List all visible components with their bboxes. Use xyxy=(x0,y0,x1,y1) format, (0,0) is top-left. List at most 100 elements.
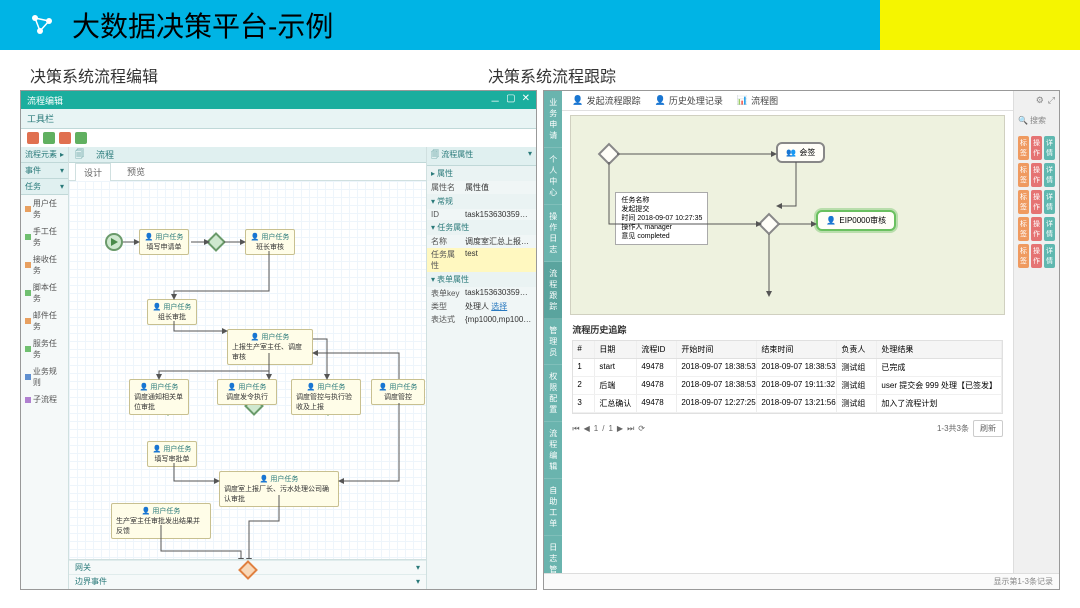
bottom-section-1[interactable]: 网关 xyxy=(75,562,91,573)
flow-node[interactable]: 👤用户任务调度通知相关单位审批 xyxy=(129,379,189,415)
flow-node[interactable]: 👤用户任务调度管控与执行验收及上报 xyxy=(291,379,361,415)
flow-node[interactable]: 👤用户任务组长审批 xyxy=(147,299,197,325)
table-row[interactable]: 1start494782018-09-07 18:38:532018-09-07… xyxy=(573,359,1002,377)
tool-icon-2[interactable] xyxy=(43,132,55,144)
flow-node[interactable]: 👤用户任务填写申请单 xyxy=(139,229,189,255)
tag[interactable]: 标签 xyxy=(1018,163,1029,187)
crumb-item[interactable]: 👤 发起流程跟踪 xyxy=(572,94,640,107)
pager-next[interactable]: ▶ xyxy=(617,424,623,433)
tracker-diagram[interactable]: 👥 会签 👤 EIP0000审核 任务名称 发起提交 时间 2018-09-07… xyxy=(570,115,1005,315)
track-node[interactable]: 👥 会签 xyxy=(776,142,825,163)
tag[interactable]: 详情 xyxy=(1044,190,1055,214)
palette-item[interactable]: 用户任务 xyxy=(21,195,68,223)
palette-item[interactable]: 子流程 xyxy=(21,391,68,408)
palette-item[interactable]: 邮件任务 xyxy=(21,307,68,335)
history-title: 流程历史追踪 xyxy=(562,319,1013,340)
bottom-section-2[interactable]: 边界事件 xyxy=(75,576,107,587)
expand-icon[interactable]: ⤢ xyxy=(1048,95,1055,106)
palette-item[interactable]: 手工任务 xyxy=(21,223,68,251)
crumb-item[interactable]: 📊 流程图 xyxy=(737,94,778,107)
subtitles-row: 决策系统流程编辑 决策系统流程跟踪 xyxy=(0,60,1080,90)
editor-body: 流程元素▸ 事件▾ 任务▾ 用户任务 手工任务 接收任务 脚本任务 邮件任务 服… xyxy=(21,147,536,589)
editor-titlebar: 流程编辑 － ▢ ✕ xyxy=(21,91,536,109)
table-row[interactable]: 3汇总确认494782018-09-07 12:27:252018-09-07 … xyxy=(573,395,1002,413)
tag[interactable]: 操作 xyxy=(1031,163,1042,187)
menu-item[interactable]: 自助工单 xyxy=(544,479,562,536)
table-row[interactable]: 2后端494782018-09-07 18:38:532018-09-07 19… xyxy=(573,377,1002,395)
tag[interactable]: 详情 xyxy=(1044,217,1055,241)
canvas-wrap: 🗐流程 设计 预览 👤用户任务填写申请单 👤用户任务班长审核 xyxy=(69,147,426,589)
tag[interactable]: 详情 xyxy=(1044,163,1055,187)
menu-item[interactable]: 业务申请 xyxy=(544,91,562,148)
palette-item[interactable]: 接收任务 xyxy=(21,251,68,279)
track-node-active[interactable]: 👤 EIP0000审核 xyxy=(816,210,896,231)
flow-node[interactable]: 👤用户任务班长审核 xyxy=(245,229,295,255)
tracker-footer: 显示第1-3条记录 xyxy=(544,573,1059,589)
flow-node[interactable]: 👤用户任务调度管控 xyxy=(371,379,425,405)
tag[interactable]: 操作 xyxy=(1031,190,1042,214)
gateway-1[interactable] xyxy=(206,232,226,252)
palette-head-1[interactable]: 流程元素▸ xyxy=(21,147,68,163)
tab-preview[interactable]: 预览 xyxy=(119,163,153,180)
pager-first[interactable]: ⏮ xyxy=(572,424,579,434)
start-event[interactable] xyxy=(105,233,123,251)
props-section[interactable]: ▸ 属性 xyxy=(427,166,536,181)
track-gateway[interactable] xyxy=(598,143,621,166)
props-section[interactable]: ▾ 常规 xyxy=(427,194,536,209)
tag[interactable]: 标签 xyxy=(1018,217,1029,241)
flow-node[interactable]: 👤用户任务调度室上报厂长、污水处理公司确认审批 xyxy=(219,471,339,507)
refresh-button[interactable]: 刷新 xyxy=(973,420,1003,437)
track-gateway[interactable] xyxy=(758,213,781,236)
menu-item[interactable]: 权限配置 xyxy=(544,365,562,422)
flow-node[interactable]: 👤用户任务调度发令执行 xyxy=(217,379,277,405)
tag[interactable]: 详情 xyxy=(1044,136,1055,160)
palette-item[interactable]: 脚本任务 xyxy=(21,279,68,307)
select-link[interactable]: 选择 xyxy=(491,302,507,311)
props-header: 🗐 流程属性▾ xyxy=(427,147,536,166)
menu-item[interactable]: 操作日志 xyxy=(544,205,562,262)
menu-item[interactable]: 流程编辑 xyxy=(544,422,562,479)
props-form-section[interactable]: ▾ 表单属性 xyxy=(427,272,536,287)
tool-icon-4[interactable] xyxy=(75,132,87,144)
editor-panel: 流程编辑 － ▢ ✕ 工具栏 流程元素▸ 事件▾ 任务▾ 用户任务 手工任务 接… xyxy=(20,90,537,590)
flow-canvas[interactable]: 👤用户任务填写申请单 👤用户任务班长审核 👤用户任务组长审批 👤用户任务上报生产… xyxy=(69,181,426,559)
flow-node[interactable]: 👤用户任务上报生产室主任、调度审核 xyxy=(227,329,313,365)
tab-design[interactable]: 设计 xyxy=(75,163,111,181)
tool-icon-3[interactable] xyxy=(59,132,71,144)
tag[interactable]: 标签 xyxy=(1018,190,1029,214)
menu-item[interactable]: 流程跟踪 xyxy=(544,262,562,319)
pager-info: 1-3共3条 xyxy=(937,423,969,434)
menu-item[interactable]: 管理员 xyxy=(544,319,562,365)
flow-node[interactable]: 👤用户任务填写审批单 xyxy=(147,441,197,467)
palette-item[interactable]: 业务规则 xyxy=(21,363,68,391)
props-task-section[interactable]: ▾ 任务属性 xyxy=(427,220,536,235)
tag[interactable]: 标签 xyxy=(1018,136,1029,160)
subtitle-right: 决策系统流程跟踪 xyxy=(488,63,616,87)
rightside-search[interactable]: 🔍 搜索 xyxy=(1014,109,1059,132)
maximize-icon[interactable]: ▢ xyxy=(506,93,515,108)
tag[interactable]: 操作 xyxy=(1031,217,1042,241)
flow-node[interactable]: 👤用户任务生产室主任审批发出结果并反馈 xyxy=(111,503,211,539)
menu-item[interactable]: 个人中心 xyxy=(544,148,562,205)
pager-prev[interactable]: ◀ xyxy=(584,424,590,433)
menu-item[interactable]: 日志管理 xyxy=(544,536,562,573)
tag[interactable]: 操作 xyxy=(1031,136,1042,160)
tracker-leftmenu: 业务申请 个人中心 操作日志 流程跟踪 管理员 权限配置 流程编辑 自助工单 日… xyxy=(544,91,562,573)
close-icon[interactable]: ✕ xyxy=(522,93,530,108)
palette-item[interactable]: 服务任务 xyxy=(21,335,68,363)
palette-head-2[interactable]: 事件▾ xyxy=(21,163,68,179)
crumb-item[interactable]: 👤 历史处理记录 xyxy=(655,94,723,107)
pager-total: 1 xyxy=(608,424,612,433)
tag[interactable]: 详情 xyxy=(1044,244,1055,268)
tool-icon-1[interactable] xyxy=(27,132,39,144)
tag[interactable]: 操作 xyxy=(1031,244,1042,268)
tag[interactable]: 标签 xyxy=(1018,244,1029,268)
tracker-crumb: 👤 发起流程跟踪 👤 历史处理记录 📊 流程图 xyxy=(562,91,1013,111)
pager-refresh-icon[interactable]: ⟳ xyxy=(638,424,645,433)
settings-icon[interactable]: ⚙ xyxy=(1036,95,1044,106)
track-callout: 任务名称 发起提交 时间 2018-09-07 10:27:35 操作人 man… xyxy=(615,192,708,245)
header-accent xyxy=(880,0,1080,50)
pager-last[interactable]: ⏭ xyxy=(627,424,634,434)
palette-head-3[interactable]: 任务▾ xyxy=(21,179,68,195)
minimize-icon[interactable]: － xyxy=(490,93,500,108)
